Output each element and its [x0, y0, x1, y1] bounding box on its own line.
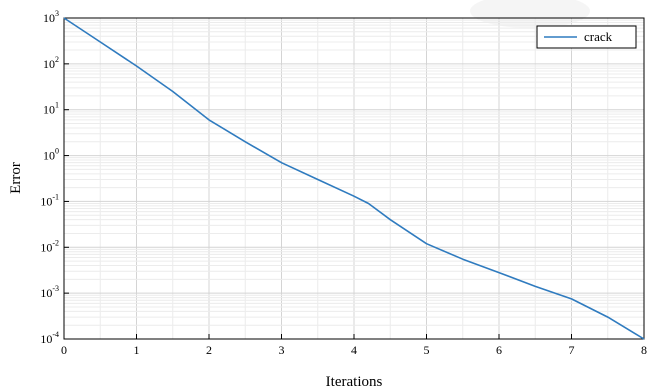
x-tick-label: 4 — [351, 343, 357, 357]
y-tick-label: 10-1 — [40, 192, 59, 208]
series-line-crack — [63, 17, 645, 340]
y-tick-label: 102 — [43, 55, 59, 71]
x-tick-label: 2 — [206, 343, 212, 357]
x-tick-label: 6 — [496, 343, 502, 357]
y-tick-label: 10-2 — [40, 238, 59, 254]
series-layer — [63, 17, 645, 340]
legend: crack — [536, 25, 637, 49]
x-tick-label: 5 — [424, 343, 430, 357]
y-tick-label: 10-3 — [40, 284, 59, 300]
legend-label: crack — [584, 29, 613, 44]
x-tick-label: 7 — [569, 343, 575, 357]
y-tick-label: 100 — [43, 147, 59, 163]
x-tick-label: 8 — [641, 343, 647, 357]
y-tick-label: 101 — [43, 101, 59, 117]
y-tick-label: 10-4 — [40, 330, 59, 346]
legend-box — [536, 25, 637, 49]
y-axis-title: Error — [8, 162, 24, 194]
x-tick-label: 3 — [279, 343, 285, 357]
grid — [64, 18, 644, 339]
y-tick-label: 103 — [43, 9, 59, 25]
x-tick-label: 1 — [134, 343, 140, 357]
axis-ticks: 0 1 2 3 4 5 6 7 8 10-4 10-3 10-2 10-1 100 101 102 103 — [40, 9, 647, 357]
x-axis-title: Iterations — [326, 374, 383, 390]
x-tick-label: 0 — [61, 343, 67, 357]
